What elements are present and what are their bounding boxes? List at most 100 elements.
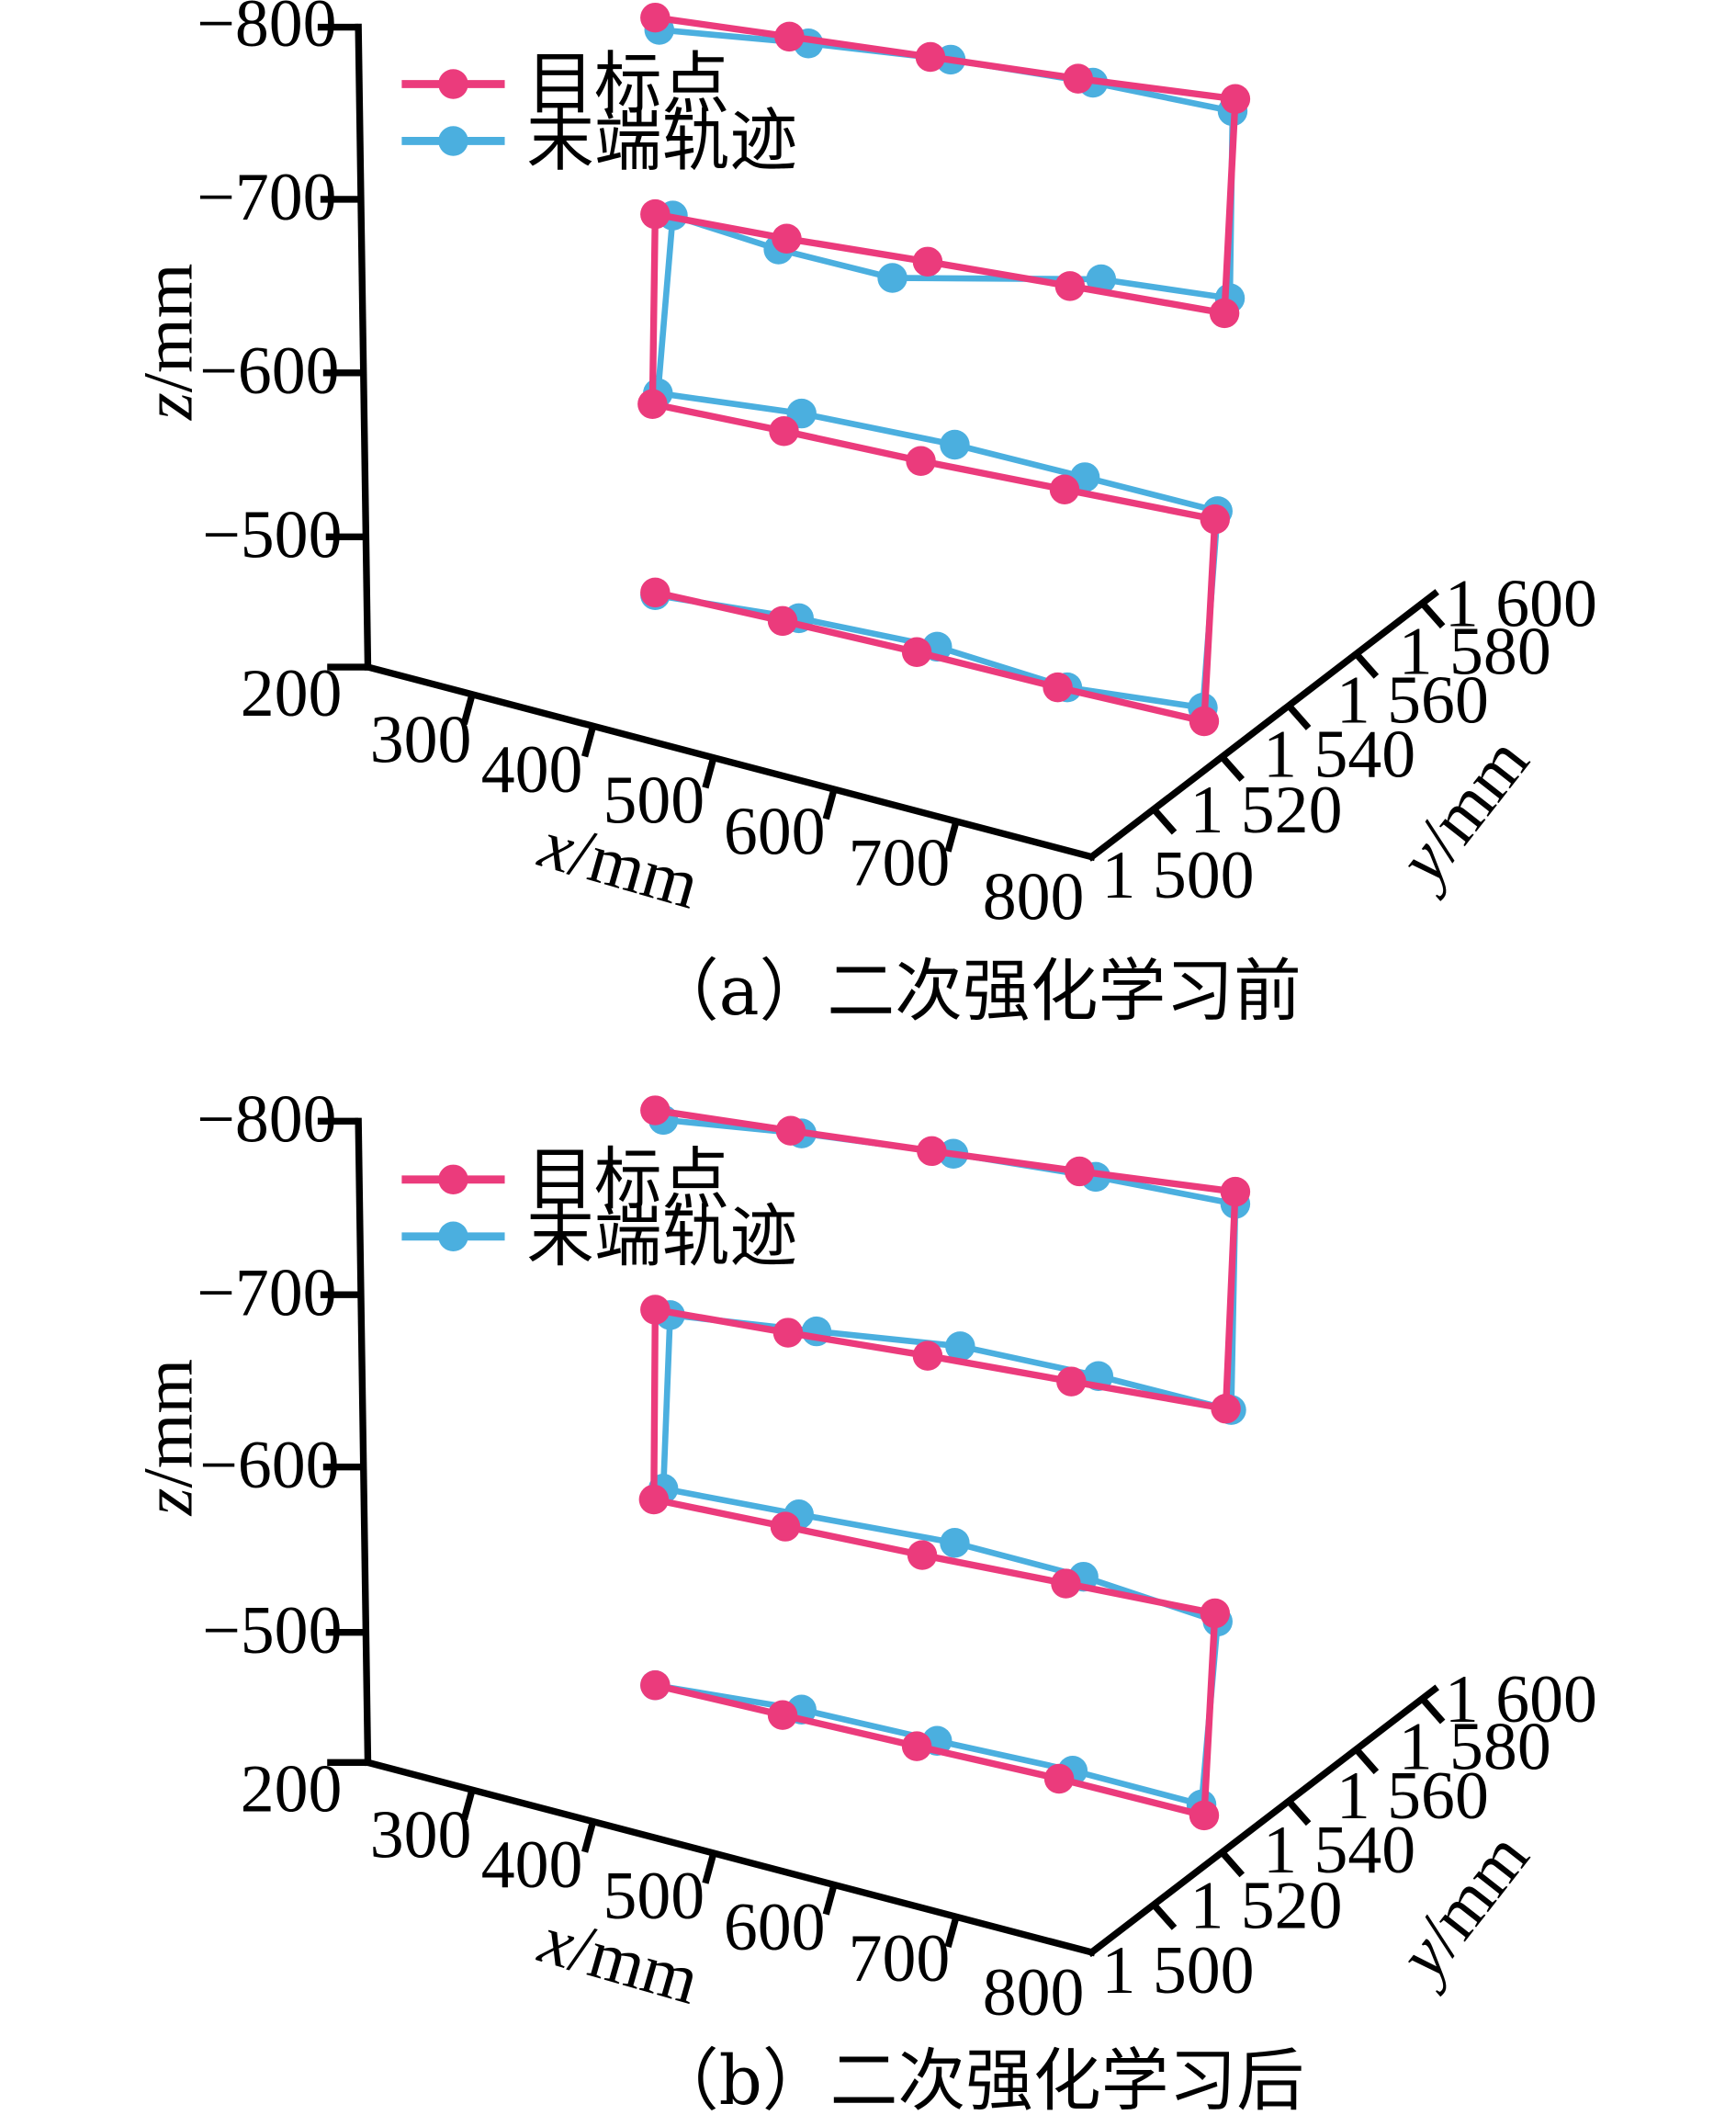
y-axis-line — [1087, 1684, 1439, 1958]
series-group — [638, 1095, 1251, 1831]
y-tick-label: 1 500 — [1102, 1932, 1255, 2008]
target-point-marker — [1209, 298, 1240, 329]
panel-a: −800 −700 −600 −500 200 300 400 500 600 … — [130, 0, 1597, 1031]
y-tick-label: 1 560 — [1336, 662, 1489, 738]
target-point-marker — [638, 1484, 670, 1515]
legend: 目标点 末端轨迹 — [401, 46, 797, 181]
x-ticks — [460, 693, 960, 853]
legend-label-trajectory: 末端轨迹 — [526, 103, 797, 181]
y-tick-label: 1 500 — [1102, 837, 1255, 912]
series-group — [637, 2, 1251, 737]
target-point-marker — [1220, 84, 1251, 114]
z-axis-line — [355, 23, 372, 671]
y-tick-label: 1 520 — [1189, 772, 1342, 847]
legend-marker-trajectory — [438, 126, 468, 156]
y-axis-line — [1087, 589, 1439, 862]
target-point-marker — [1043, 672, 1073, 703]
x-axis-line — [363, 1758, 1096, 1957]
y-tick-label: 1 540 — [1263, 1812, 1415, 1887]
x-tick-label: 800 — [983, 1954, 1085, 2030]
target-point-marker — [775, 1115, 806, 1146]
target-point-marker — [640, 577, 671, 608]
target-point-marker — [774, 21, 805, 52]
target-point-marker — [1189, 1800, 1220, 1831]
z-ticks — [317, 1117, 368, 1767]
target-point-marker — [1211, 1393, 1241, 1424]
target-point-marker — [1049, 474, 1080, 504]
target-point-marker — [772, 223, 802, 254]
z-tick-label: −600 — [199, 333, 339, 408]
target-point-marker — [901, 637, 932, 668]
z-tick-label: 200 — [241, 1750, 343, 1826]
legend-label-target: 目标点 — [526, 46, 729, 124]
target-point-marker — [769, 416, 799, 447]
legend-marker-target — [438, 69, 468, 99]
z-tick-label: −600 — [199, 1427, 339, 1502]
end-trajectory-line — [654, 27, 1236, 711]
z-tick-label: −500 — [202, 1592, 342, 1668]
z-tick-label: −700 — [197, 1254, 336, 1329]
legend-label-target: 目标点 — [526, 1141, 729, 1219]
target-point-marker — [917, 1136, 947, 1167]
target-point-marker — [912, 246, 943, 277]
caption-a: （a）二次强化学习前 — [651, 953, 1302, 1031]
z-tick-label: 200 — [241, 655, 343, 730]
target-points-line — [648, 14, 1239, 725]
target-point-marker — [912, 1340, 943, 1371]
y-tick-label: 1 580 — [1399, 613, 1551, 688]
target-point-marker — [1051, 1568, 1081, 1599]
x-ticks — [460, 1788, 960, 1948]
x-tick-label: 300 — [370, 701, 472, 776]
target-point-marker — [640, 198, 671, 230]
x-tick-label: 300 — [370, 1797, 472, 1872]
target-point-marker — [906, 446, 936, 476]
x-tick-label: 500 — [603, 1858, 705, 1933]
x-tick-label: 600 — [724, 1889, 826, 1964]
target-point-marker — [767, 605, 798, 637]
z-axis-line — [355, 1117, 372, 1767]
z-axis-label: z/mm — [130, 264, 208, 422]
x-tick-label: 600 — [724, 794, 826, 869]
trajectory-point-marker — [877, 263, 907, 293]
legend-marker-target — [438, 1164, 468, 1195]
target-point-marker — [1220, 1176, 1251, 1207]
trajectory-point-marker — [940, 429, 970, 460]
x-tick-label: 700 — [849, 825, 951, 900]
trajectory-point-marker — [945, 1331, 975, 1362]
target-point-marker — [637, 389, 668, 419]
trajectory-point-marker — [1086, 264, 1117, 295]
z-axis-label: z/mm — [130, 1359, 208, 1517]
legend-label-trajectory: 末端轨迹 — [526, 1198, 797, 1276]
end-trajectory-line — [654, 1116, 1239, 1808]
target-point-marker — [1054, 271, 1086, 301]
y-tick-label: 1 520 — [1189, 1867, 1342, 1942]
trajectory-point-marker — [940, 1528, 970, 1558]
x-axis-line — [363, 662, 1096, 862]
y-tick-label: 1 560 — [1336, 1758, 1489, 1833]
target-point-marker — [1056, 1366, 1087, 1397]
target-point-marker — [767, 1700, 798, 1730]
legend: 目标点 末端轨迹 — [401, 1141, 797, 1276]
y-tick-label: 1 580 — [1399, 1709, 1551, 1784]
y-ticks — [1151, 1696, 1446, 1930]
target-point-marker — [1189, 706, 1220, 737]
x-tick-label: 400 — [481, 731, 583, 807]
target-point-marker — [1064, 1156, 1095, 1187]
target-point-marker — [640, 1669, 671, 1701]
target-point-marker — [1200, 1598, 1230, 1629]
target-point-marker — [1063, 63, 1093, 94]
target-point-marker — [1200, 503, 1230, 535]
target-point-marker — [772, 1318, 804, 1348]
y-tick-label: 1 540 — [1263, 717, 1415, 792]
x-tick-label: 400 — [481, 1827, 583, 1902]
target-point-marker — [907, 1540, 938, 1570]
target-points-line — [650, 1106, 1239, 1819]
target-point-marker — [915, 41, 946, 73]
target-point-marker — [640, 1295, 671, 1325]
z-tick-label: −800 — [197, 0, 336, 61]
y-tick-label: 1 600 — [1445, 566, 1597, 641]
z-tick-label: −700 — [197, 159, 336, 234]
z-ticks — [317, 23, 368, 671]
legend-marker-trajectory — [438, 1221, 468, 1252]
